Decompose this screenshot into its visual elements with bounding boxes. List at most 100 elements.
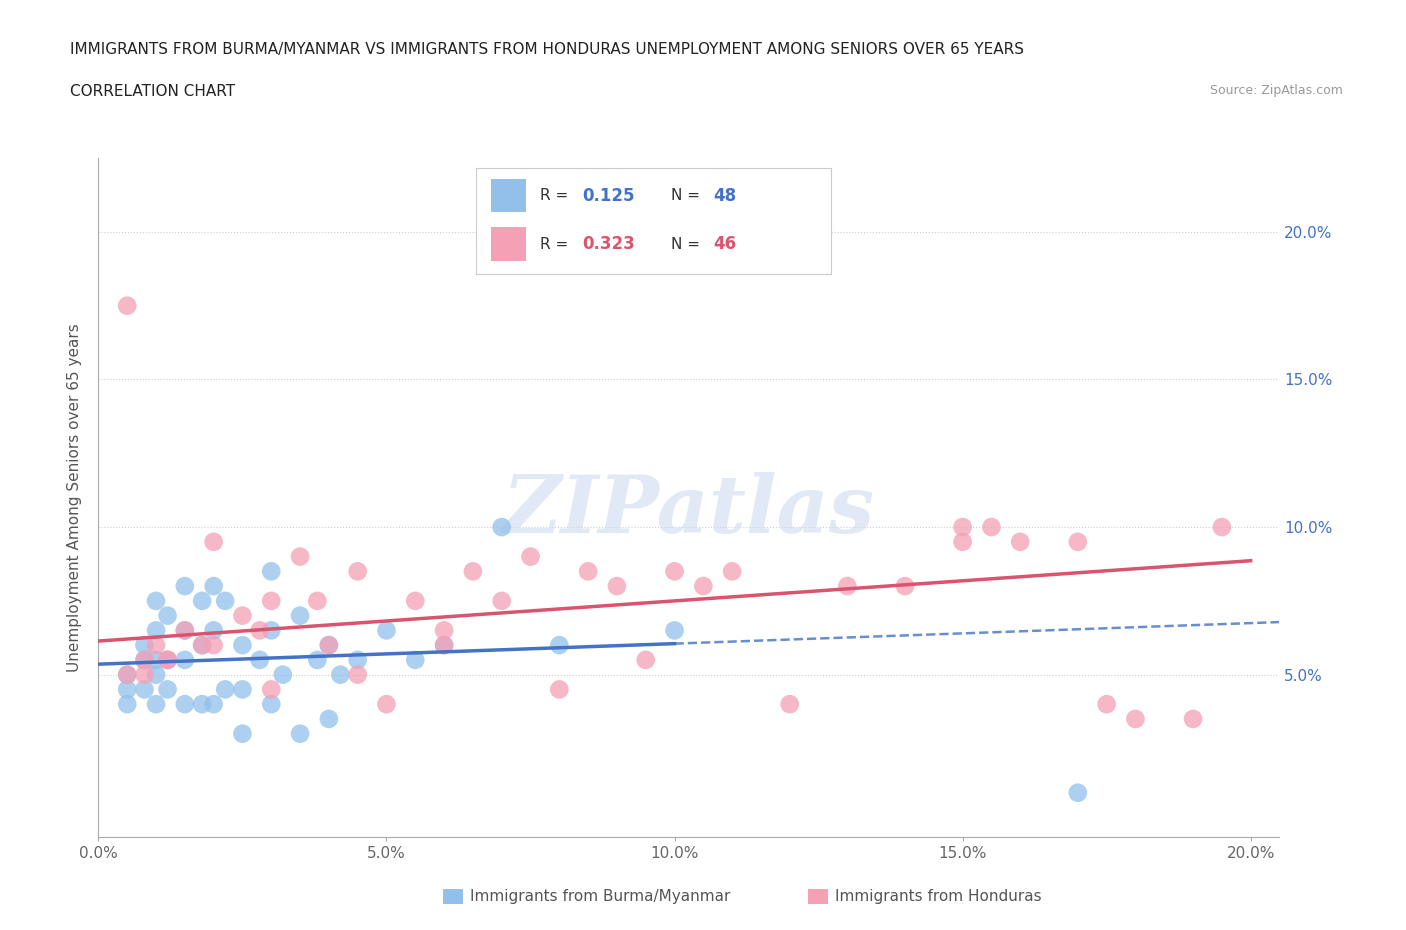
Point <box>721 564 744 578</box>
Point <box>145 623 167 638</box>
Point <box>214 593 236 608</box>
Point <box>952 520 974 535</box>
Point <box>894 578 917 593</box>
Point <box>202 623 225 638</box>
Y-axis label: Unemployment Among Seniors over 65 years: Unemployment Among Seniors over 65 years <box>67 324 83 671</box>
Point <box>519 549 541 564</box>
Text: ZIPatlas: ZIPatlas <box>503 472 875 550</box>
Point <box>191 593 214 608</box>
Point <box>202 535 225 550</box>
Point <box>260 564 283 578</box>
Point <box>548 682 571 697</box>
Point <box>404 593 426 608</box>
Text: Source: ZipAtlas.com: Source: ZipAtlas.com <box>1209 84 1343 97</box>
Point <box>461 564 484 578</box>
Point <box>318 638 340 653</box>
Point <box>1125 711 1147 726</box>
Point <box>191 638 214 653</box>
Point <box>318 711 340 726</box>
Point <box>491 593 513 608</box>
Point <box>375 623 398 638</box>
Point <box>156 653 179 668</box>
Point <box>145 653 167 668</box>
Text: IMMIGRANTS FROM BURMA/MYANMAR VS IMMIGRANTS FROM HONDURAS UNEMPLOYMENT AMONG SEN: IMMIGRANTS FROM BURMA/MYANMAR VS IMMIGRA… <box>70 42 1025 57</box>
Point <box>173 623 195 638</box>
Point <box>779 697 801 711</box>
Point <box>288 549 311 564</box>
Point <box>214 682 236 697</box>
Point <box>1010 535 1032 550</box>
Point <box>433 638 456 653</box>
Point <box>606 578 628 593</box>
Point <box>231 608 253 623</box>
Point <box>346 564 368 578</box>
Point <box>156 682 179 697</box>
Point <box>346 667 368 682</box>
Point <box>952 535 974 550</box>
Point <box>307 593 329 608</box>
Point <box>115 299 138 313</box>
Point <box>115 667 138 682</box>
Point <box>202 697 225 711</box>
Point <box>1067 785 1090 800</box>
Point <box>260 697 283 711</box>
Text: Immigrants from Burma/Myanmar: Immigrants from Burma/Myanmar <box>470 889 730 904</box>
Point <box>1182 711 1205 726</box>
Point <box>664 623 686 638</box>
Point <box>576 564 599 578</box>
Point <box>288 608 311 623</box>
Point <box>980 520 1002 535</box>
Point <box>202 578 225 593</box>
Point <box>134 653 156 668</box>
Point <box>145 593 167 608</box>
Point <box>173 697 195 711</box>
Point <box>634 653 657 668</box>
Point <box>346 653 368 668</box>
Point <box>249 653 271 668</box>
Point <box>115 667 138 682</box>
Point <box>260 682 283 697</box>
Point <box>404 653 426 668</box>
Point <box>202 638 225 653</box>
Point <box>191 638 214 653</box>
Point <box>134 682 156 697</box>
Point <box>1095 697 1118 711</box>
Point <box>318 638 340 653</box>
Point <box>145 667 167 682</box>
Point <box>115 697 138 711</box>
Point <box>1211 520 1233 535</box>
Text: Immigrants from Honduras: Immigrants from Honduras <box>835 889 1042 904</box>
Point <box>664 564 686 578</box>
Point <box>288 726 311 741</box>
Point <box>491 520 513 535</box>
Point <box>231 726 253 741</box>
Point <box>433 638 456 653</box>
Point <box>249 623 271 638</box>
Point <box>692 578 714 593</box>
Point <box>134 667 156 682</box>
Point <box>173 653 195 668</box>
Point <box>329 667 352 682</box>
Point <box>156 653 179 668</box>
Point <box>548 638 571 653</box>
Point <box>115 682 138 697</box>
Point <box>191 697 214 711</box>
Point <box>145 697 167 711</box>
Point <box>433 623 456 638</box>
Point <box>156 608 179 623</box>
Point <box>145 638 167 653</box>
Point <box>1067 535 1090 550</box>
Point <box>231 638 253 653</box>
Point <box>156 653 179 668</box>
Text: CORRELATION CHART: CORRELATION CHART <box>70 84 235 99</box>
Point <box>134 638 156 653</box>
Point <box>307 653 329 668</box>
Point <box>271 667 294 682</box>
Point <box>173 578 195 593</box>
Point <box>260 593 283 608</box>
Point <box>260 623 283 638</box>
Point <box>837 578 859 593</box>
Point <box>173 623 195 638</box>
Point <box>231 682 253 697</box>
Point <box>375 697 398 711</box>
